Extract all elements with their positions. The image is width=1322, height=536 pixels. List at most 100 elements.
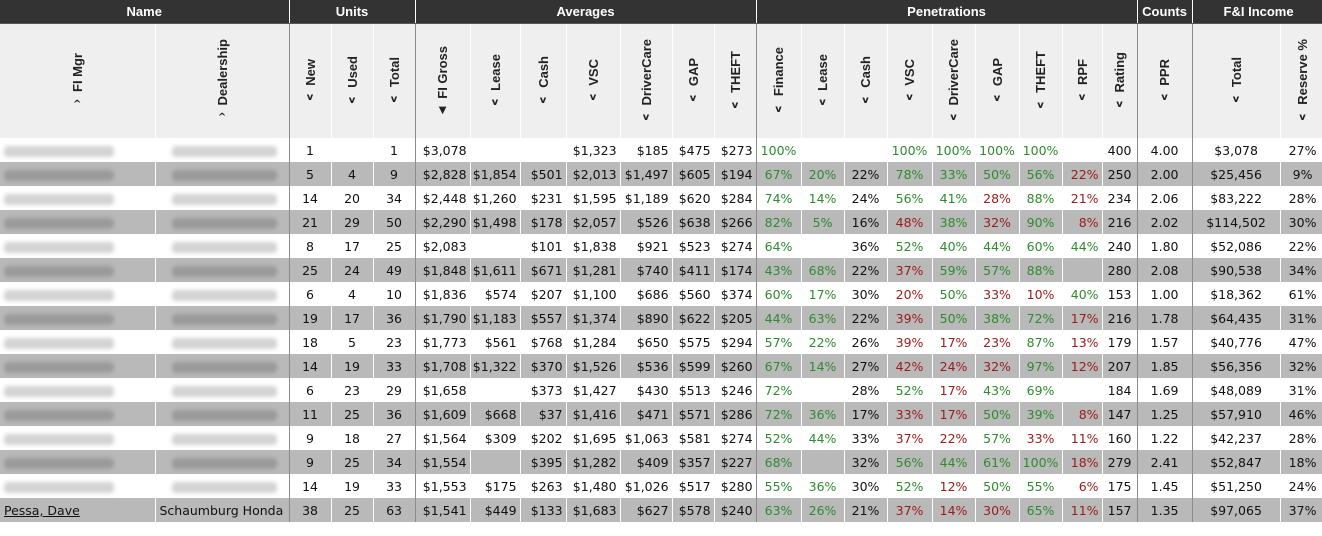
col-header-vsc[interactable]: VSC v — [566, 23, 621, 138]
redacted-dealership — [171, 409, 277, 421]
cell-total-units: 36 — [373, 402, 416, 426]
table-row[interactable]: 14 19 33 $1,708 $1,322 $370 $1,526 $536 $599 $260… — [0, 354, 1322, 378]
sort-desc-icon[interactable]: v — [348, 94, 356, 106]
sort-active-desc-icon[interactable]: ▼ — [438, 105, 447, 117]
sort-desc-icon[interactable]: v — [950, 112, 957, 124]
table-row[interactable]: 6 23 29 $1,658 $373 $1,427 $430 $513 $246 72% 28% 5… — [0, 378, 1322, 402]
sort-asc-icon[interactable]: ^ — [217, 112, 227, 124]
col-header-pen-rpf[interactable]: RPF v — [1062, 23, 1103, 138]
col-label: Lease — [815, 53, 831, 91]
col-header-lease[interactable]: Lease v — [470, 23, 521, 138]
col-header-new[interactable]: New v — [289, 23, 332, 138]
sort-asc-icon[interactable]: ^ — [73, 98, 82, 110]
sort-desc-icon[interactable]: v — [1078, 92, 1086, 103]
table-row[interactable]: 25 24 49 $1,848 $1,611 $671 $1,281 $740 $411 $174… — [0, 258, 1322, 282]
col-header-reserve[interactable]: Reserve % v — [1280, 23, 1322, 138]
cell-pen-lease: 26% — [801, 498, 845, 522]
table-row[interactable]: 14 19 33 $1,553 $175 $263 $1,480 $1,026 $517 $280… — [0, 474, 1322, 498]
col-header-pen-finance[interactable]: Finance v — [756, 23, 802, 138]
col-header-dealership[interactable]: Dealership ^ — [155, 23, 290, 138]
sort-desc-icon[interactable]: v — [906, 92, 913, 104]
cell-pen-drivercare: 38% — [932, 210, 976, 234]
cell-rating: 279 — [1102, 450, 1138, 474]
sort-desc-icon[interactable]: v — [1037, 99, 1044, 111]
sort-desc-icon[interactable]: v — [642, 112, 650, 124]
table-row[interactable]: 6 4 10 $1,836 $574 $207 $1,100 $686 $560 $374 60% 1… — [0, 282, 1322, 306]
col-header-pen-theft[interactable]: THEFT v — [1019, 23, 1063, 138]
cell-used: 17 — [331, 234, 374, 258]
sort-desc-icon[interactable]: v — [1116, 99, 1123, 111]
cell-fi-mgr[interactable] — [0, 378, 156, 402]
col-header-pen-lease[interactable]: Lease v — [801, 23, 845, 138]
sort-desc-icon[interactable]: v — [589, 92, 597, 104]
col-header-ppr[interactable]: PPR v — [1137, 23, 1193, 138]
col-header-fi-gross[interactable]: FI Gross ▼ — [415, 23, 471, 138]
table-row[interactable]: 18 5 23 $1,773 $561 $768 $1,284 $650 $575 $294 57%… — [0, 330, 1322, 354]
table-row[interactable]: 11 25 36 $1,609 $668 $37 $1,416 $471 $571 $286 72%… — [0, 402, 1322, 426]
cell-fi-mgr[interactable] — [0, 450, 156, 474]
table-row[interactable]: 8 17 25 $2,083 $101 $1,838 $921 $523 $274 64% 36% 5… — [0, 234, 1322, 258]
sort-desc-icon[interactable]: v — [1232, 94, 1240, 106]
cell-fi-mgr[interactable] — [0, 186, 156, 210]
table-row[interactable]: 9 18 27 $1,564 $309 $202 $1,695 $1,063 $581 $274 5… — [0, 426, 1322, 450]
cell-rating: 400 — [1102, 138, 1138, 162]
cell-avg-vsc: $1,282 — [566, 450, 621, 474]
redacted-dealership — [171, 313, 277, 325]
cell-fi-mgr[interactable] — [0, 306, 156, 330]
cell-fi-mgr[interactable] — [0, 138, 156, 162]
sort-desc-icon[interactable]: v — [306, 92, 314, 104]
cell-fi-mgr[interactable] — [0, 210, 156, 234]
sort-desc-icon[interactable]: v — [491, 97, 499, 109]
table-row[interactable]: Pessa, Dave Schaumburg Honda 38 25 63 $1,541 $… — [0, 498, 1322, 522]
sort-desc-icon[interactable]: v — [390, 94, 398, 106]
col-header-pen-vsc[interactable]: VSC v — [887, 23, 933, 138]
col-header-total-units[interactable]: Total v — [373, 23, 416, 138]
sort-desc-icon[interactable]: v — [731, 99, 739, 111]
col-header-rating[interactable]: Rating v — [1102, 23, 1138, 138]
col-header-pen-cash[interactable]: Cash v — [844, 23, 888, 138]
col-header-fi-mgr[interactable]: FI Mgr ^ — [0, 23, 156, 138]
sort-desc-icon[interactable]: v — [819, 97, 826, 109]
cell-fi-mgr[interactable] — [0, 234, 156, 258]
sort-desc-icon[interactable]: v — [993, 93, 1001, 105]
col-header-drivercare[interactable]: DriverCare v — [620, 23, 673, 138]
cell-avg-cash: $263 — [520, 474, 567, 498]
redacted-name — [4, 457, 114, 469]
col-header-pen-gap[interactable]: GAP v — [975, 23, 1020, 138]
table-row[interactable]: 14 20 34 $2,448 $1,260 $231 $1,595 $1,189 $620 $2… — [0, 186, 1322, 210]
sort-desc-icon[interactable]: v — [539, 94, 547, 106]
table-row[interactable]: 21 29 50 $2,290 $1,498 $178 $2,057 $526 $638 $266… — [0, 210, 1322, 234]
cell-fi-mgr[interactable] — [0, 258, 156, 282]
col-header-gap[interactable]: GAP v — [672, 23, 715, 138]
cell-avg-vsc: $1,281 — [566, 258, 621, 282]
col-header-total-income[interactable]: Total v — [1192, 23, 1281, 138]
cell-fi-mgr[interactable] — [0, 402, 156, 426]
cell-fi-mgr[interactable]: Pessa, Dave — [0, 498, 156, 522]
col-header-theft[interactable]: THEFT v — [714, 23, 757, 138]
sort-desc-icon[interactable]: v — [1161, 92, 1168, 104]
sort-desc-icon[interactable]: v — [862, 94, 869, 106]
cell-avg-lease — [470, 378, 521, 402]
group-penetrations: Penetrations — [756, 0, 1138, 24]
table-row[interactable]: 9 25 34 $1,554 $395 $1,282 $409 $357 $227 68% 32% 5… — [0, 450, 1322, 474]
col-header-pen-drivercare[interactable]: DriverCare v — [932, 23, 976, 138]
cell-ppr: 1.57 — [1137, 330, 1193, 354]
cell-total-income: $42,237 — [1192, 426, 1281, 450]
cell-fi-mgr[interactable] — [0, 162, 156, 186]
table-row[interactable]: 1 1 $3,078 $1,323 $185 $475 $273 100% 100% 100% 10… — [0, 138, 1322, 162]
col-label: THEFT — [727, 51, 743, 93]
sort-desc-icon[interactable]: v — [775, 103, 782, 115]
cell-fi-mgr[interactable] — [0, 282, 156, 306]
cell-avg-cash: $370 — [520, 354, 567, 378]
col-header-cash[interactable]: Cash v — [520, 23, 567, 138]
table-row[interactable]: 5 4 9 $2,828 $1,854 $501 $2,013 $1,497 $605 $194 6… — [0, 162, 1322, 186]
cell-used: 5 — [331, 330, 374, 354]
sort-desc-icon[interactable]: v — [689, 93, 697, 105]
cell-fi-mgr[interactable] — [0, 354, 156, 378]
col-header-used[interactable]: Used v — [331, 23, 374, 138]
sort-desc-icon[interactable]: v — [1299, 111, 1306, 123]
cell-fi-mgr[interactable] — [0, 330, 156, 354]
cell-fi-mgr[interactable] — [0, 426, 156, 450]
cell-fi-mgr[interactable] — [0, 474, 156, 498]
table-row[interactable]: 19 17 36 $1,790 $1,183 $557 $1,374 $890 $622 $205… — [0, 306, 1322, 330]
